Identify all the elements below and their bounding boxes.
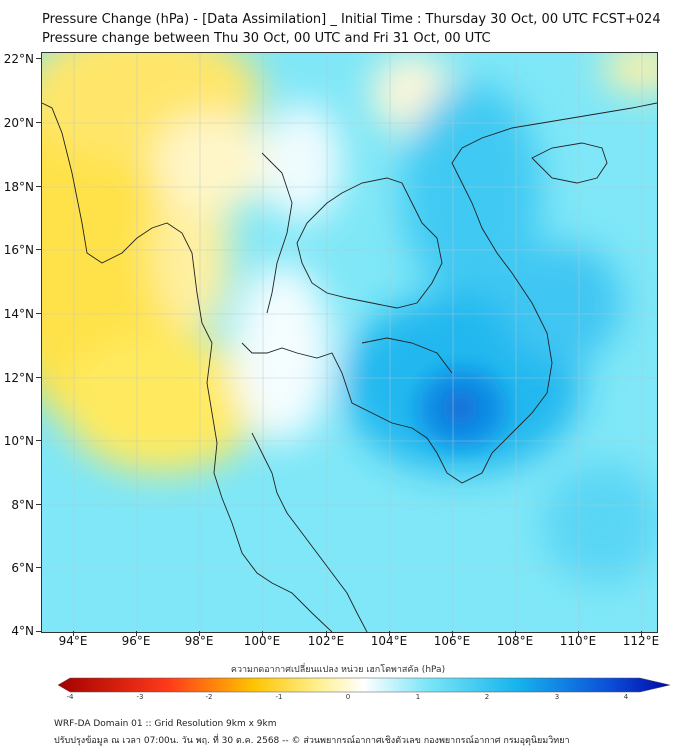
footer-credit: ปรับปรุงข้อมูล ณ เวลา 07:00น. วัน พฤ. ที… [54, 736, 570, 746]
lat-label: 4°N [11, 624, 34, 638]
lon-label: 112°E [622, 634, 660, 648]
colorbar-title: ความกดอากาศเปลี่ยนแปลง หน่วย เฮกโตพาสคัล… [230, 665, 446, 675]
lon-label: 98°E [184, 634, 214, 648]
colorbar-tick: -3 [136, 693, 144, 701]
chart-subtitle: Pressure change between Thu 30 Oct, 00 U… [42, 31, 491, 46]
lat-label: 18°N [3, 180, 34, 194]
colorbar-ramp [57, 677, 671, 693]
lon-label: 110°E [559, 634, 597, 648]
lon-label: 104°E [370, 634, 408, 648]
lon-label: 106°E [433, 634, 471, 648]
lon-label: 96°E [121, 634, 151, 648]
lat-label: 20°N [3, 116, 34, 130]
colorbar-tick: 2 [484, 693, 490, 701]
lon-label: 100°E [243, 634, 281, 648]
colorbar-tick: 3 [554, 693, 560, 701]
coastlines [42, 102, 657, 632]
lat-label: 8°N [11, 498, 34, 512]
lat-label: 6°N [11, 561, 34, 575]
colorbar-tick: 0 [345, 693, 351, 701]
colorbar-tick: -2 [205, 693, 213, 701]
lat-label: 14°N [3, 307, 34, 321]
chart-title: Pressure Change (hPa) - [Data Assimilati… [42, 12, 661, 27]
footer-model-info: WRF-DA Domain 01 :: Grid Resolution 9km … [54, 719, 277, 729]
lat-label: 22°N [3, 52, 34, 66]
lon-label: 94°E [58, 634, 88, 648]
graticule [42, 53, 657, 632]
map-area [41, 52, 658, 633]
colorbar-tick: 4 [623, 693, 629, 701]
lat-label: 12°N [3, 371, 34, 385]
pressure-change-map [42, 53, 657, 632]
lat-label: 16°N [3, 243, 34, 257]
colorbar-tick: -1 [275, 693, 283, 701]
field-shading [42, 53, 657, 583]
colorbar-tick: -4 [66, 693, 74, 701]
lat-label: 10°N [3, 434, 34, 448]
lon-label: 108°E [496, 634, 534, 648]
colorbar-tick: 1 [415, 693, 421, 701]
lon-label: 102°E [307, 634, 345, 648]
colorbar [57, 677, 671, 693]
